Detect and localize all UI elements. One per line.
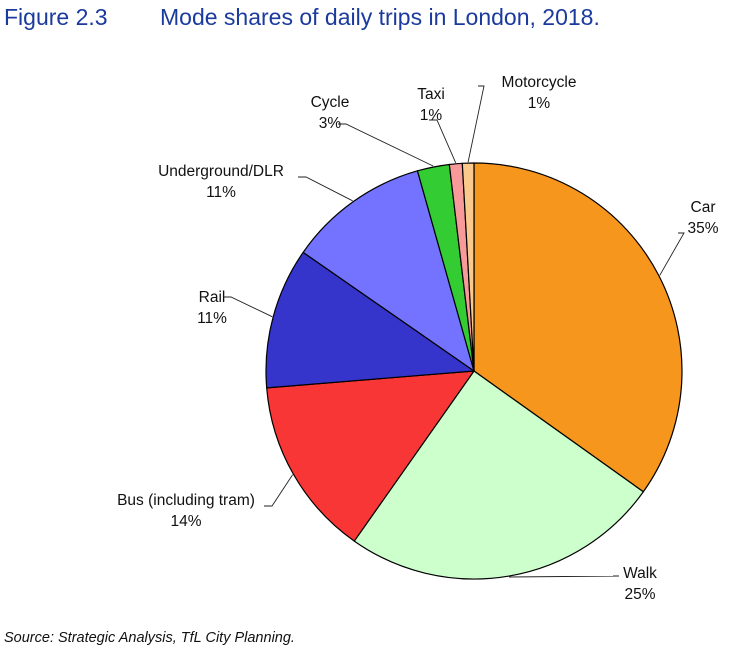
leader-line-cycle — [338, 123, 434, 167]
slice-label-walk: Walk — [623, 565, 657, 582]
figure-number: Figure 2.3 — [4, 4, 108, 30]
slice-value-rail: 11% — [197, 310, 227, 327]
slice-value-walk: 25% — [624, 586, 655, 603]
leader-line-rail — [223, 296, 273, 318]
slice-label-car: Car — [691, 199, 716, 216]
leader-line-car — [659, 232, 685, 276]
leader-line-taxi — [429, 119, 457, 163]
slice-labels: Car 35% Walk 25% Bus (including tram) 14% Rail… — [117, 74, 719, 603]
slice-label-cycle: Cycle — [311, 94, 350, 111]
slice-label-motorcycle: Motorcycle — [502, 74, 577, 91]
slice-value-car: 35% — [687, 220, 718, 237]
slice-label-rail: Rail — [199, 289, 226, 306]
leader-lines — [223, 85, 685, 578]
leader-line-underground-dlr — [298, 176, 353, 202]
slice-car — [473, 162, 683, 493]
pie-chart: Car 35% Walk 25% Bus (including tram) 14% Rail… — [117, 74, 719, 603]
slice-value-underground-dlr: 11% — [206, 184, 236, 201]
slice-label-bus-including-tram: Bus (including tram) — [117, 492, 255, 509]
leader-line-motorcycle — [467, 85, 485, 163]
slice-value-cycle: 3% — [319, 115, 342, 132]
slice-label-taxi: Taxi — [417, 86, 445, 103]
leader-line-walk — [509, 575, 620, 578]
slice-motorcycle — [461, 162, 475, 372]
slice-rail — [265, 251, 475, 389]
slice-walk — [353, 370, 644, 580]
pie-slices — [265, 162, 683, 580]
slice-value-taxi: 1% — [420, 107, 443, 124]
slice-value-motorcycle: 1% — [528, 95, 551, 112]
chart-title: Mode shares of daily trips in London, 20… — [160, 4, 600, 30]
source-note: Source: Strategic Analysis, TfL City Pla… — [4, 630, 295, 646]
slice-bus-including-tram — [266, 370, 475, 542]
leader-line-bus-including-tram — [264, 474, 293, 507]
slice-value-bus-including-tram: 14% — [170, 513, 201, 530]
slice-label-underground-dlr: Underground/DLR — [158, 163, 284, 180]
